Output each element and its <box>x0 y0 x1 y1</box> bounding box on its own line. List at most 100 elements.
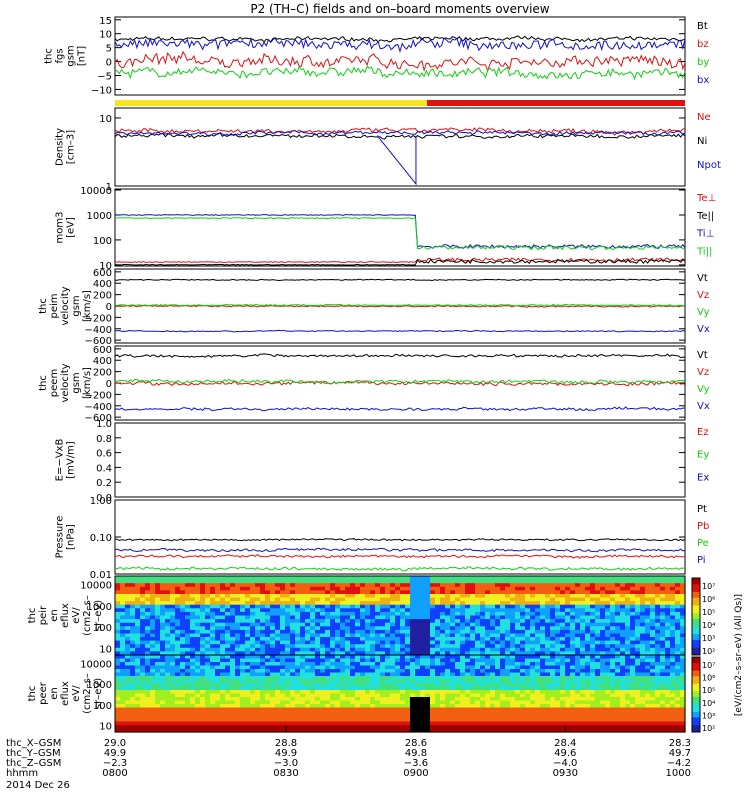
spectrogram-cell <box>265 616 271 620</box>
spectrogram-cell <box>490 655 496 659</box>
spectrogram-cell <box>455 708 461 712</box>
spectrogram-cell <box>465 715 471 719</box>
spectrogram-cell <box>425 630 431 634</box>
spectrogram-cell <box>185 648 191 652</box>
spectrogram-cell <box>665 590 671 594</box>
spectrogram-cell <box>290 662 296 666</box>
spectrogram-cell <box>125 605 131 609</box>
spectrogram-cell <box>130 623 136 627</box>
spectrogram-cell <box>520 576 526 580</box>
series-line-Vx <box>115 330 685 332</box>
spectrogram-cell <box>305 704 311 708</box>
spectrogram-cell <box>130 662 136 666</box>
spectrogram-cell <box>235 598 241 602</box>
spectrogram-cell <box>280 576 286 580</box>
spectrogram-cell <box>195 576 201 580</box>
spectrogram-cell <box>645 598 651 602</box>
spectrogram-cell <box>520 655 526 659</box>
spectrogram-cell <box>480 718 486 722</box>
spectrogram-cell <box>135 662 141 666</box>
spectrogram-cell <box>235 715 241 719</box>
y-tick-label: 5 <box>106 44 112 55</box>
spectrogram-cell <box>270 666 276 670</box>
spectrogram-cell <box>170 641 176 645</box>
spectrogram-cell <box>560 580 566 584</box>
spectrogram-cell <box>290 704 296 708</box>
spectrogram-cell <box>130 722 136 726</box>
spectrogram-cell <box>520 669 526 673</box>
spectrogram-cell <box>345 590 351 594</box>
spectrogram-cell <box>340 616 346 620</box>
spectrogram-cell <box>350 590 356 594</box>
spectrogram-cell <box>320 616 326 620</box>
spectrogram-cell <box>190 690 196 694</box>
spectrogram-cell <box>345 612 351 616</box>
spectrogram-cell <box>565 644 571 648</box>
spectrogram-cell <box>255 711 261 715</box>
y-tick-label: 200 <box>93 368 112 379</box>
spectrogram-cell <box>600 694 606 698</box>
spectrogram-cell <box>595 666 601 670</box>
spectrogram-cell <box>520 630 526 634</box>
spectrogram-cell <box>235 580 241 584</box>
spectrogram-cell <box>505 666 511 670</box>
spectrogram-cell <box>325 576 331 580</box>
spectrogram-cell <box>280 690 286 694</box>
spectrogram-cell <box>320 673 326 677</box>
spectrogram-cell <box>520 701 526 705</box>
spectrogram-cell <box>295 580 301 584</box>
spectrogram-cell <box>195 701 201 705</box>
spectrogram-cell <box>455 583 461 587</box>
spectrogram-cell <box>235 623 241 627</box>
spectrogram-cell <box>385 711 391 715</box>
spectrogram-cell <box>175 708 181 712</box>
spectrogram-cell <box>490 626 496 630</box>
spectrogram-cell <box>455 669 461 673</box>
spectrogram-cell <box>265 704 271 708</box>
spectrogram-cell <box>520 598 526 602</box>
spectrogram-cell <box>230 612 236 616</box>
spectrogram-cell <box>165 662 171 666</box>
spectrogram-cell <box>580 590 586 594</box>
spectrogram-cell <box>245 687 251 691</box>
legend-Ti⊥: Ti⊥ <box>696 229 714 240</box>
spectrogram-cell <box>250 697 256 701</box>
spectrogram-cell <box>130 718 136 722</box>
spectrogram-cell <box>200 694 206 698</box>
spectrogram-cell <box>610 601 616 605</box>
spectrogram-cell <box>650 612 656 616</box>
spectrogram-cell <box>220 601 226 605</box>
spectrogram-cell <box>395 680 401 684</box>
spectrogram-cell <box>425 666 431 670</box>
spectrogram-cell <box>175 576 181 580</box>
spectrogram-cell <box>585 608 591 612</box>
spectrogram-cell <box>570 623 576 627</box>
spectrogram-cell <box>400 687 406 691</box>
spectrogram-cell <box>525 583 531 587</box>
spectrogram-cell <box>205 587 211 591</box>
spectrogram-cell <box>285 680 291 684</box>
spectrogram-cell <box>385 598 391 602</box>
spectrogram-cell <box>575 648 581 652</box>
spectrogram-cell <box>255 659 261 663</box>
legend-Vz: Vz <box>697 367 709 378</box>
spectrogram-cell <box>120 608 126 612</box>
spectrogram-cell <box>145 580 151 584</box>
spectrogram-cell <box>135 669 141 673</box>
spectrogram-cell <box>210 669 216 673</box>
spectrogram-cell <box>325 669 331 673</box>
spectrogram-cell <box>485 673 491 677</box>
spectrogram-cell <box>155 662 161 666</box>
spectrogram-cell <box>560 648 566 652</box>
spectrogram-cell <box>130 648 136 652</box>
spectrogram-cell <box>250 715 256 719</box>
y-axis-label: Pressure <box>55 516 66 559</box>
spectrogram-cell <box>165 630 171 634</box>
spectrogram-cell <box>630 669 636 673</box>
spectrogram-cell <box>165 704 171 708</box>
spectrogram-cell <box>465 648 471 652</box>
spectrogram-cell <box>375 619 381 623</box>
spectrogram-cell <box>380 590 386 594</box>
spectrogram-cell <box>575 580 581 584</box>
